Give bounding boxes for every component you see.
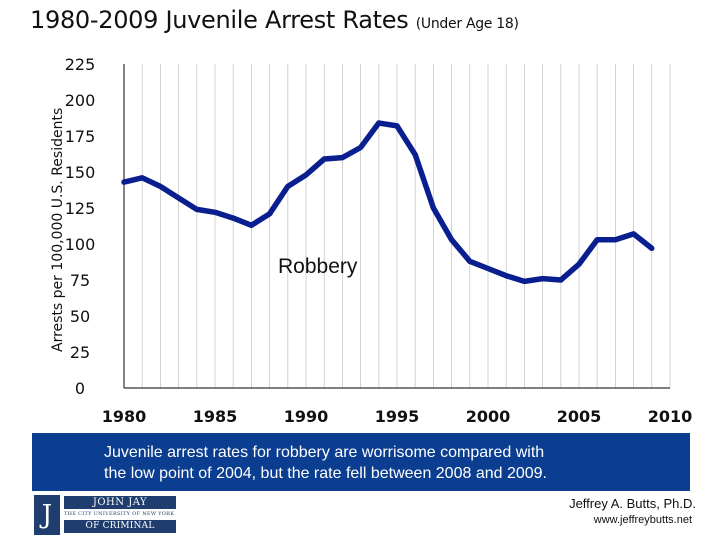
data-point-2009 <box>650 247 653 250</box>
data-point-1992 <box>341 156 344 159</box>
chart-title: 1980-2009 Juvenile Arrest Rates (Under A… <box>30 6 519 34</box>
x-tick-label-1990: 1990 <box>284 407 329 426</box>
y-tick-label-175: 175 <box>65 127 96 146</box>
author-name: Jeffrey A. Butts, Ph.D. <box>569 496 696 511</box>
logo-line-1: JOHN JAY COLLEGE <box>64 496 176 521</box>
data-point-2008 <box>632 232 635 236</box>
data-point-1985 <box>213 211 217 214</box>
y-tick-label-200: 200 <box>65 91 96 110</box>
chart-axes <box>123 64 670 389</box>
data-point-1986 <box>232 216 235 220</box>
data-point-2000 <box>486 267 490 270</box>
data-point-1998 <box>450 238 453 241</box>
x-tick-label-2000: 2000 <box>466 407 511 426</box>
logo-mark: J <box>34 495 60 535</box>
data-point-1994 <box>377 121 380 125</box>
series-line-robbery <box>121 120 655 285</box>
data-point-2005 <box>577 262 581 266</box>
chart-title-text: 1980-2009 Juvenile Arrest Rates <box>30 6 409 34</box>
data-point-2006 <box>596 238 599 241</box>
data-point-2002 <box>523 280 526 283</box>
data-point-1990 <box>304 173 308 177</box>
x-tick-label-1995: 1995 <box>375 407 420 426</box>
y-axis-ticks: 0 25 50 75 100 125 150 175 200 225 <box>65 55 96 398</box>
y-tick-label-50: 50 <box>70 307 90 326</box>
data-point-1995 <box>395 124 399 128</box>
y-tick-label-225: 225 <box>65 55 96 74</box>
data-point-2003 <box>541 277 544 280</box>
chart-series <box>121 120 655 285</box>
x-axis-ticks: 1980 1985 1990 1995 2000 2005 2010 <box>102 407 693 426</box>
data-point-1982 <box>159 185 162 188</box>
data-point-2001 <box>505 274 508 277</box>
data-point-1980 <box>122 180 126 184</box>
data-point-2007 <box>614 238 617 241</box>
website-link[interactable]: www.jeffreybutts.net <box>593 514 692 526</box>
x-tick-label-1980: 1980 <box>102 407 147 426</box>
x-tick-label-2005: 2005 <box>557 407 602 426</box>
data-point-1983 <box>177 196 180 200</box>
data-point-1996 <box>414 153 417 156</box>
data-point-1991 <box>323 157 326 161</box>
y-tick-label-25: 25 <box>70 343 90 362</box>
data-point-1981 <box>141 176 144 179</box>
y-tick-label-125: 125 <box>65 199 96 218</box>
john-jay-college-logo: J JOHN JAY COLLEGE THE CITY UNIVERSITY O… <box>34 495 176 544</box>
x-tick-label-1985: 1985 <box>193 407 238 426</box>
x-tick-label-2010: 2010 <box>648 407 693 426</box>
data-point-1987 <box>250 224 253 227</box>
y-axis-label: Arrests per 100,000 U.S. Residents <box>50 108 66 352</box>
data-point-2004 <box>559 278 562 282</box>
data-point-1989 <box>286 185 289 188</box>
caption-line-2: the low point of 2004, but the rate fell… <box>104 465 547 482</box>
logo-line-2: THE CITY UNIVERSITY OF NEW YORK <box>64 511 175 517</box>
data-point-1988 <box>268 212 271 215</box>
data-point-1984 <box>195 208 198 211</box>
chart-grid <box>123 64 671 388</box>
caption-banner: Juvenile arrest rates for robbery are wo… <box>32 433 690 491</box>
caption-line-1: Juvenile arrest rates for robbery are wo… <box>104 444 545 461</box>
data-point-1997 <box>432 206 435 210</box>
logo-line-3: OF CRIMINAL JUSTICE <box>64 520 176 544</box>
chart-subtitle: (Under Age 18) <box>415 16 519 32</box>
data-point-1993 <box>359 146 362 149</box>
data-point-1999 <box>468 260 471 263</box>
y-tick-label-150: 150 <box>65 163 96 182</box>
series-annotation: Robbery <box>278 255 358 278</box>
y-tick-label-100: 100 <box>65 235 96 254</box>
y-tick-label-75: 75 <box>70 271 90 290</box>
y-tick-label-0: 0 <box>75 379 85 398</box>
